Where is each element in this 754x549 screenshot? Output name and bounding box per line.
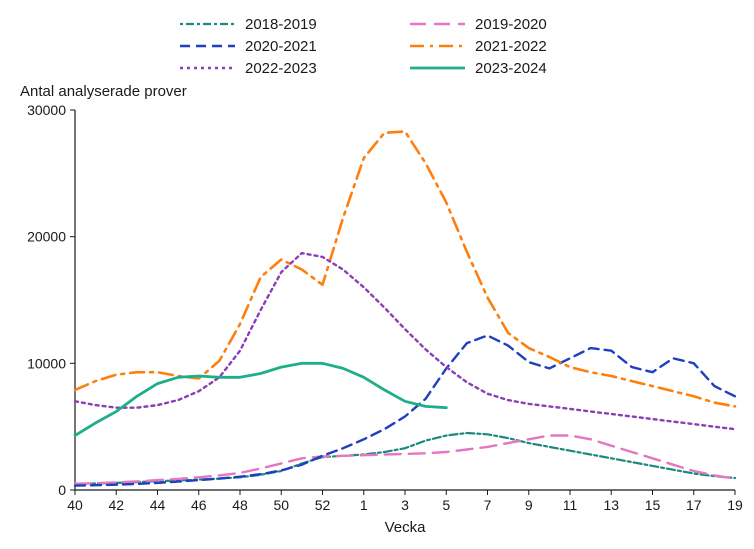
- x-tick-label: 17: [686, 497, 702, 513]
- legend-label: 2019-2020: [475, 16, 547, 33]
- y-tick-label: 10000: [27, 355, 66, 371]
- y-tick-label: 0: [58, 482, 66, 498]
- x-tick-label: 52: [315, 497, 331, 513]
- y-axis-title: Antal analyserade prover: [20, 83, 187, 100]
- legend-label: 2020-2021: [245, 38, 317, 55]
- x-tick-label: 40: [67, 497, 83, 513]
- x-tick-label: 46: [191, 497, 207, 513]
- y-tick-label: 30000: [27, 102, 66, 118]
- x-tick-label: 5: [442, 497, 450, 513]
- chart-svg: 0100002000030000404244464850521357911131…: [0, 0, 754, 549]
- x-tick-label: 44: [150, 497, 166, 513]
- x-tick-label: 48: [232, 497, 248, 513]
- x-tick-label: 9: [525, 497, 533, 513]
- x-tick-label: 19: [727, 497, 743, 513]
- x-tick-label: 11: [563, 497, 578, 513]
- x-tick-label: 1: [360, 497, 368, 513]
- x-tick-label: 50: [273, 497, 289, 513]
- x-tick-label: 7: [484, 497, 492, 513]
- line-chart: 0100002000030000404244464850521357911131…: [0, 0, 754, 549]
- x-tick-label: 3: [401, 497, 409, 513]
- x-axis-label: Vecka: [385, 519, 427, 536]
- x-tick-label: 15: [645, 497, 661, 513]
- y-tick-label: 20000: [27, 229, 66, 245]
- x-tick-label: 42: [108, 497, 124, 513]
- legend-label: 2018-2019: [245, 16, 317, 33]
- x-tick-label: 13: [603, 497, 619, 513]
- legend-label: 2023-2024: [475, 60, 547, 77]
- legend-label: 2022-2023: [245, 60, 317, 77]
- legend-label: 2021-2022: [475, 38, 547, 55]
